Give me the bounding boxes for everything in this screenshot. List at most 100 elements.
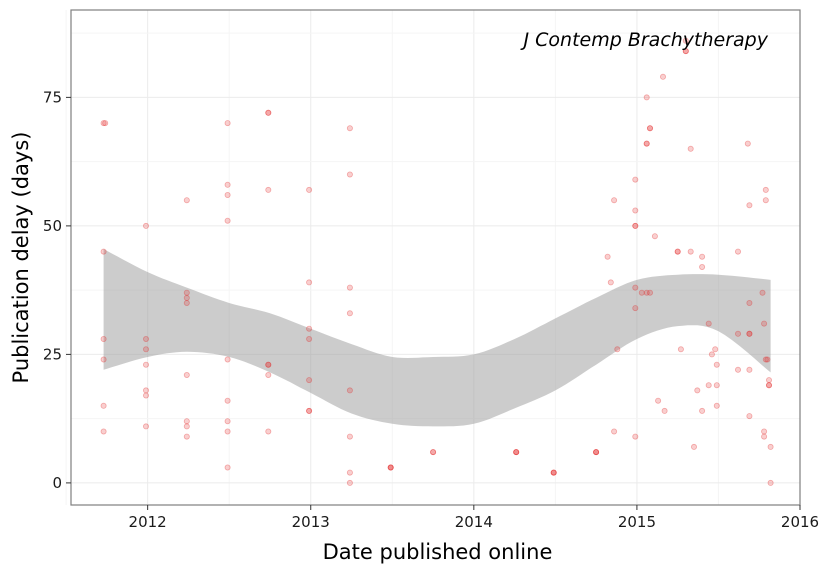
data-point <box>593 449 600 456</box>
data-point <box>183 289 190 296</box>
data-point <box>265 186 272 193</box>
data-point <box>647 289 654 296</box>
data-point <box>142 423 149 430</box>
data-point <box>306 325 313 332</box>
data-point <box>430 449 437 456</box>
data-point <box>224 120 231 127</box>
data-point <box>306 279 313 286</box>
data-point <box>346 125 353 132</box>
data-point <box>142 335 149 342</box>
data-point <box>713 402 720 409</box>
data-point <box>611 197 618 204</box>
data-point <box>746 330 753 337</box>
data-point <box>306 186 313 193</box>
data-point <box>593 449 600 456</box>
data-point <box>513 449 520 456</box>
data-point <box>735 366 742 373</box>
data-point <box>224 464 231 471</box>
y-axis-title: Publication delay (days) <box>9 132 33 384</box>
data-point <box>265 361 272 368</box>
data-point <box>183 197 190 204</box>
data-point <box>708 351 715 358</box>
data-point <box>265 428 272 435</box>
data-point <box>387 464 394 471</box>
data-point <box>604 253 611 260</box>
data-point <box>735 330 742 337</box>
data-point <box>735 248 742 255</box>
data-point <box>746 299 753 306</box>
data-point <box>687 248 694 255</box>
data-point <box>611 428 618 435</box>
data-point <box>691 443 698 450</box>
data-point <box>550 469 557 476</box>
data-point <box>660 73 667 80</box>
data-point <box>224 397 231 404</box>
x-axis-title: Date published online <box>323 540 553 564</box>
data-point <box>682 48 689 55</box>
data-point <box>183 299 190 306</box>
journal-annotation: J Contemp Brachytherapy <box>520 29 769 51</box>
data-point <box>655 397 662 404</box>
data-point <box>183 433 190 440</box>
data-point <box>224 356 231 363</box>
data-point <box>100 428 107 435</box>
x-tick-label: 2016 <box>781 513 819 531</box>
data-point <box>762 356 769 363</box>
data-point <box>761 320 768 327</box>
smooth-band-layer <box>103 249 771 427</box>
data-point <box>762 186 769 193</box>
data-point <box>712 346 719 353</box>
panel-border <box>70 9 801 506</box>
data-point <box>687 145 694 152</box>
data-point <box>607 279 614 286</box>
data-point <box>682 37 689 44</box>
data-point <box>699 263 706 270</box>
data-point <box>224 217 231 224</box>
data-point <box>142 392 149 399</box>
data-point <box>674 248 681 255</box>
data-point <box>346 433 353 440</box>
data-point <box>346 171 353 178</box>
data-point <box>647 125 654 132</box>
grid-lines <box>65 10 801 505</box>
data-point <box>632 222 639 229</box>
data-point <box>224 191 231 198</box>
data-point <box>632 207 639 214</box>
data-point <box>761 428 768 435</box>
data-point <box>705 382 712 389</box>
points-layer <box>100 37 774 486</box>
data-point <box>651 233 658 240</box>
data-point <box>762 197 769 204</box>
data-point <box>306 407 313 414</box>
data-point <box>265 371 272 378</box>
data-point <box>766 382 773 389</box>
data-point <box>513 449 520 456</box>
data-point <box>614 346 621 353</box>
data-point <box>643 140 650 147</box>
data-point <box>746 413 753 420</box>
data-point <box>761 433 768 440</box>
data-point <box>100 356 107 363</box>
data-point <box>699 407 706 414</box>
data-point <box>306 377 313 384</box>
data-point <box>759 289 766 296</box>
x-tick-label: 2012 <box>129 513 167 531</box>
data-point <box>705 320 712 327</box>
data-point <box>224 418 231 425</box>
data-point <box>643 94 650 101</box>
data-point <box>142 346 149 353</box>
data-point <box>387 464 394 471</box>
data-point <box>632 433 639 440</box>
data-point <box>713 361 720 368</box>
data-point <box>183 371 190 378</box>
data-point <box>699 253 706 260</box>
data-point <box>550 469 557 476</box>
data-point <box>346 479 353 486</box>
data-point <box>265 361 272 368</box>
data-point <box>183 294 190 301</box>
data-point <box>674 248 681 255</box>
data-point <box>593 449 600 456</box>
data-point <box>265 109 272 116</box>
data-point <box>638 289 645 296</box>
data-point <box>677 346 684 353</box>
